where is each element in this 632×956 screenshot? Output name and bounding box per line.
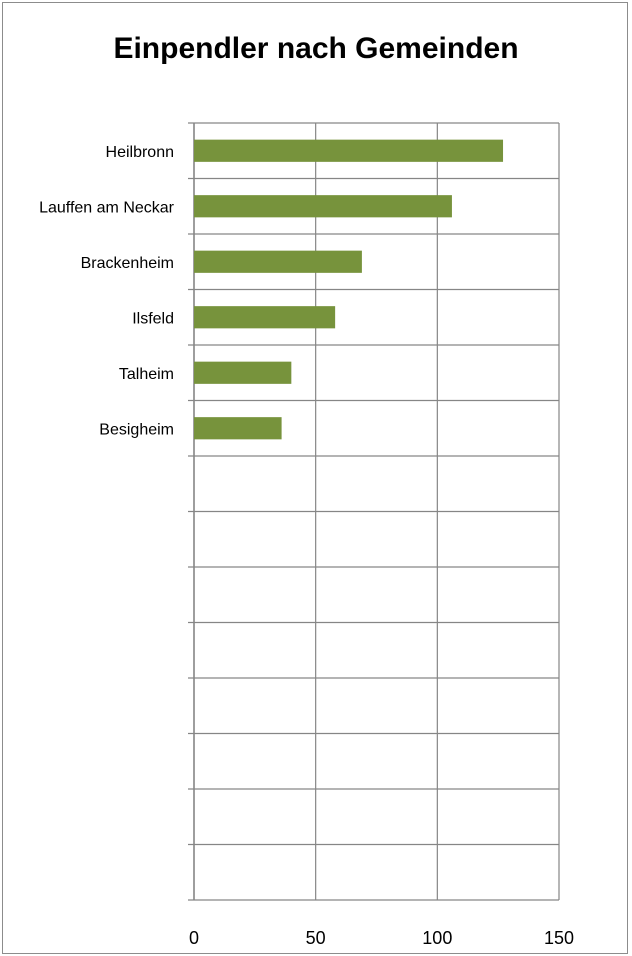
category-labels: Heilbronn Lauffen am Neckar Brackenheim Ils… [39, 144, 175, 439]
x-tick-label: 100 [422, 928, 452, 948]
x-tick-label: 0 [189, 928, 199, 948]
category-label: Talheim [119, 366, 174, 383]
bar [194, 361, 292, 384]
x-tick-label: 150 [544, 928, 574, 948]
bar [194, 139, 504, 162]
bar [194, 250, 362, 273]
x-tick-labels: 0 50 100 150 [189, 928, 574, 948]
category-label: Besigheim [99, 421, 174, 438]
x-tick-label: 50 [306, 928, 326, 948]
category-label: Brackenheim [81, 255, 174, 272]
bar [194, 417, 282, 440]
chart-bars [194, 139, 504, 440]
bar [194, 195, 452, 218]
category-label: Heilbronn [106, 144, 174, 161]
chart-title: Einpendler nach Gemeinden [113, 32, 519, 65]
chart-grid [188, 122, 560, 901]
category-label: Lauffen am Neckar [39, 199, 175, 216]
category-label: Ilsfeld [132, 310, 174, 327]
bar [194, 306, 336, 329]
